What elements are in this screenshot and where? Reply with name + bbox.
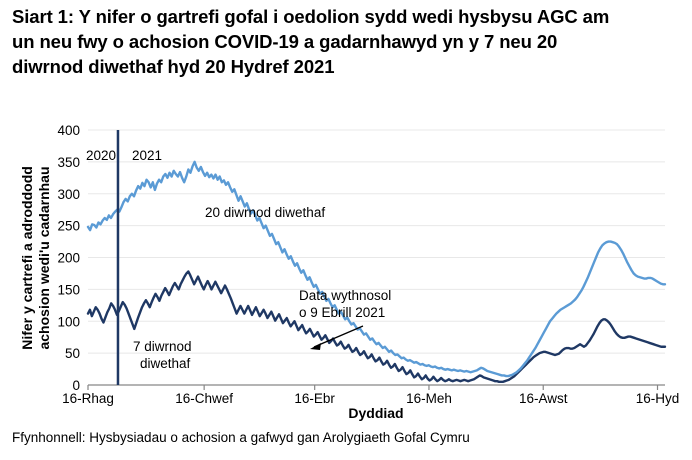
y-tick-label: 150 [57,282,80,297]
y-tick-label: 350 [57,155,80,170]
year-label-2021: 2021 [132,148,162,163]
series-line [86,270,667,384]
year-label-2020: 2020 [86,148,116,163]
x-tick-label: 16-Awst [519,391,568,406]
x-tick-label: 16-Ebr [294,391,335,406]
x-tick-label: 16-Meh [406,391,452,406]
y-tick-label: 100 [57,314,80,329]
y-tick-label: 200 [57,251,80,266]
y-tick-label: 300 [57,187,80,202]
y-axis-title: Nifer y cartrefi a adroddoddachosion wed… [19,166,52,350]
weekly-note-line1: Data wythnosol [299,288,391,303]
gridlines [88,129,665,386]
data-series [86,160,667,384]
source-note: Ffynhonnell: Hysbysiadau o achosion a ga… [12,430,470,445]
y-axis-tick-labels: 0 50 100 150 200 250 300 350 400 [57,123,80,393]
y-tick-label: 50 [65,346,80,361]
weekly-note-line2: o 9 Ebrill 2021 [299,305,385,320]
x-tick-label: 16-Chwef [175,391,233,406]
x-axis-title: Dyddiad [348,405,403,421]
series-label-20-day: 20 diwrnod diwethaf [205,205,325,220]
y-tick-label: 400 [57,123,80,138]
page-title: Siart 1: Y nifer o gartrefi gofal i oedo… [12,6,610,77]
series-line [86,160,667,378]
chart-plot-area: 0 50 100 150 200 250 300 350 400 16-Rhag 16-Chwef… [19,123,679,421]
series-label-7-day-line1: 7 diwrnod [133,339,192,354]
weekly-note-arrow [310,325,364,350]
y-tick-label: 0 [72,378,80,393]
y-tick-label: 250 [57,219,80,234]
x-axis-tick-labels: 16-Rhag 16-Chwef 16-Ebr 16-Meh 16-Awst 16-Hyd [62,391,679,406]
x-tick-label: 16-Hyd [636,391,680,406]
x-axis-tick-marks [87,385,659,390]
x-tick-label: 16-Rhag [62,391,114,406]
series-label-7-day-line2: diwethaf [140,356,191,371]
